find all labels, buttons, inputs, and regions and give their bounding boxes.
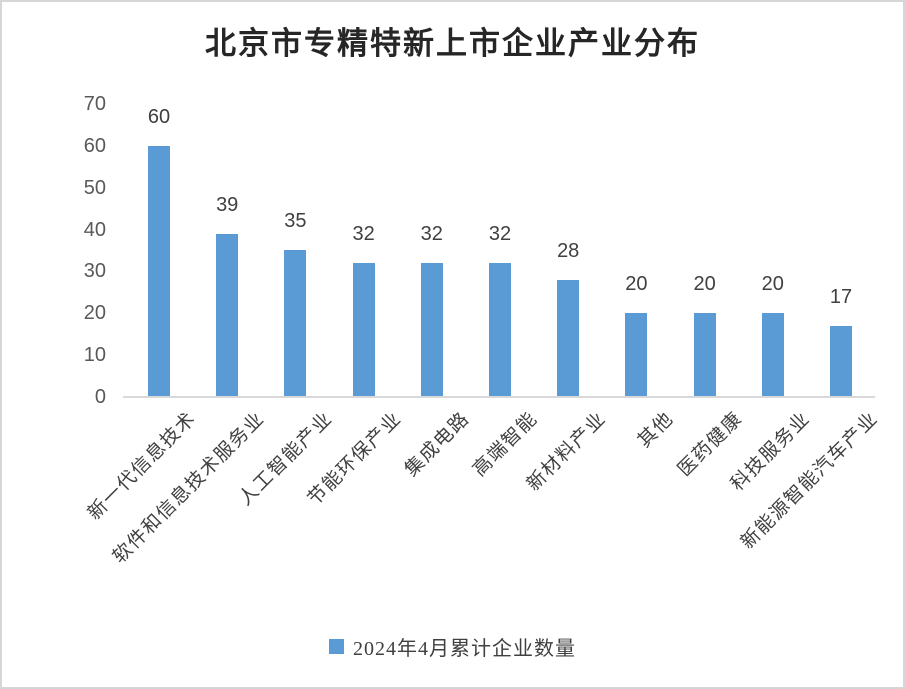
y-tick-label: 40 [83, 218, 106, 241]
chart-title: 北京市专精特新上市企业产业分布 [205, 26, 700, 61]
bar [625, 313, 648, 397]
data-label: 20 [625, 273, 648, 295]
y-tick-label: 60 [83, 134, 106, 157]
bar [216, 234, 239, 397]
y-tick-label: 10 [83, 344, 106, 367]
y-tick-label: 0 [94, 386, 106, 408]
data-label: 39 [216, 194, 239, 216]
bar [830, 326, 852, 397]
x-category-label: 其他 [634, 408, 679, 452]
y-tick-label: 50 [83, 176, 106, 199]
y-tick-label: 70 [83, 93, 106, 115]
data-label: 17 [829, 286, 853, 308]
bar [284, 250, 307, 397]
data-label: 20 [761, 273, 784, 295]
bar [693, 313, 716, 397]
data-label: 28 [557, 240, 580, 262]
legend-label: 2024年4月累计企业数量 [353, 638, 576, 660]
bar [761, 313, 784, 397]
legend: 2024年4月累计企业数量 [2, 632, 903, 661]
data-label: 32 [488, 223, 512, 245]
y-tick-label: 30 [83, 260, 106, 283]
bar [420, 263, 443, 397]
x-axis-line [123, 396, 875, 398]
bar [352, 263, 375, 397]
data-label: 60 [147, 106, 171, 128]
x-category-label: 新能源智能汽车产业 [737, 408, 883, 554]
data-label: 20 [693, 273, 716, 295]
bar [489, 263, 511, 397]
y-tick-label: 20 [83, 302, 106, 325]
data-label: 32 [352, 223, 375, 245]
x-category-label: 集成电路 [400, 408, 474, 481]
bar [148, 146, 170, 397]
data-label: 35 [284, 210, 307, 232]
data-label: 32 [420, 223, 443, 245]
bar [557, 280, 580, 397]
legend-swatch-icon [329, 639, 344, 654]
